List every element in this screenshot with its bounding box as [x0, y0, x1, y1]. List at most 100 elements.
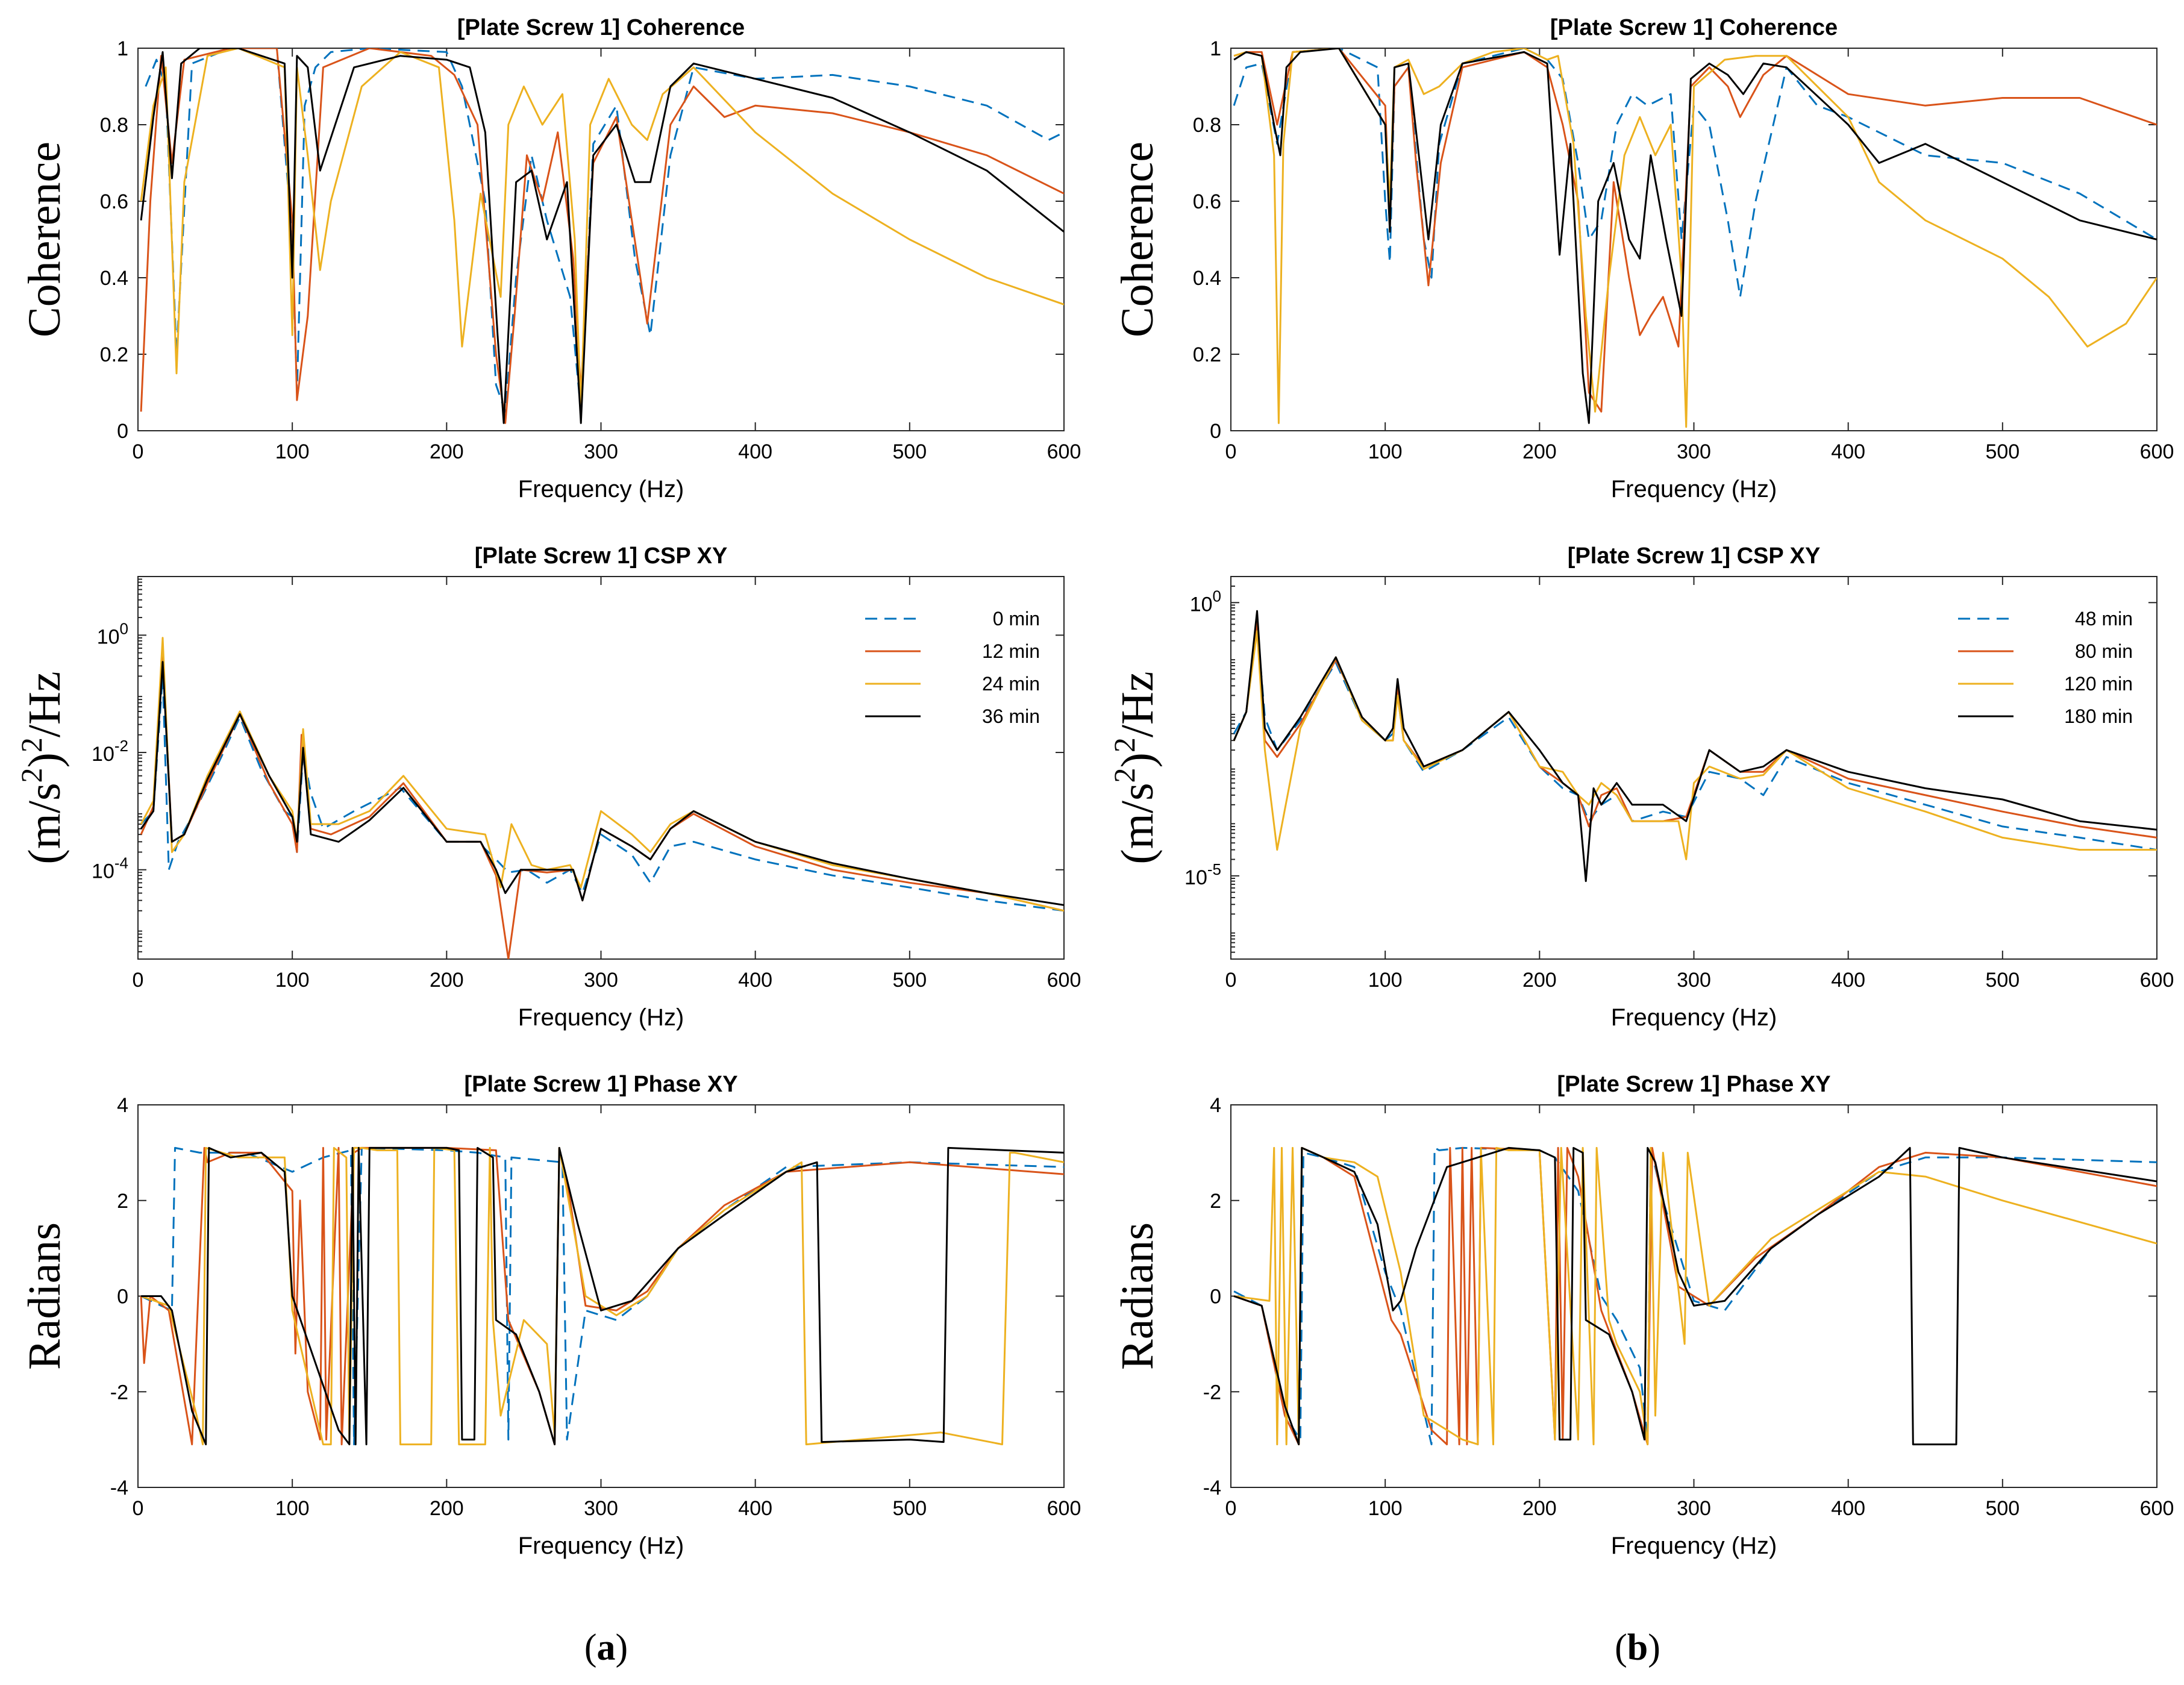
series-line-0-min	[145, 48, 1064, 413]
series-line-180-min	[1233, 48, 2157, 424]
x-tick-label: 600	[1047, 1497, 1081, 1520]
legend-label: 80 min	[2075, 640, 2133, 662]
x-tick-label: 300	[584, 1497, 618, 1520]
caption-a: (a)	[584, 1627, 628, 1668]
y-tick-label: 0.2	[1193, 343, 1221, 366]
x-axis-label: Frequency (Hz)	[518, 1004, 684, 1031]
x-tick-label: 400	[1831, 1497, 1865, 1520]
series-group	[140, 1146, 1064, 1446]
chart-b-coh: [Plate Screw 1] Coherence 0 100 200 300 400 50…	[1112, 15, 2174, 502]
x-tick-label: 0	[1225, 440, 1237, 463]
caption-b: (b)	[1615, 1627, 1660, 1668]
x-tick-label: 300	[1677, 1497, 1711, 1520]
y-tick-label: -4	[1203, 1477, 1221, 1499]
y-tick-label: 2	[1210, 1190, 1221, 1213]
x-tick-label: 100	[275, 969, 310, 992]
series-group	[140, 637, 1064, 959]
x-tick-label: 500	[892, 440, 927, 463]
x-axis-label: Frequency (Hz)	[518, 476, 684, 502]
y-tick-label: 0.4	[1193, 267, 1221, 290]
y-tick-label: 0.4	[100, 267, 128, 290]
x-tick-label: 500	[1985, 440, 2020, 463]
x-tick-label: 200	[1522, 440, 1557, 463]
y-tick-label: 0.8	[100, 114, 128, 137]
y-tick-label: 10-4	[92, 854, 128, 883]
x-tick-label: 300	[1677, 969, 1711, 992]
legend: 48 min 80 min 120 min 180 min	[1958, 608, 2133, 727]
x-tick-label: 0	[1225, 969, 1237, 992]
x-tick-label: 100	[1368, 440, 1403, 463]
series-line-0-min	[140, 675, 1064, 912]
y-tick-label: 0	[1210, 420, 1221, 443]
y-tick-label: 0	[117, 420, 128, 443]
x-tick-label: 300	[584, 440, 618, 463]
y-tick-label: -2	[1203, 1381, 1221, 1404]
x-tick-label: 600	[1047, 440, 1081, 463]
legend: 0 min 12 min 24 min 36 min	[865, 608, 1040, 727]
plot-frame	[137, 48, 1065, 431]
x-tick-label: 600	[2140, 440, 2174, 463]
x-tick-label: 300	[1677, 440, 1711, 463]
x-axis-label: Frequency (Hz)	[1611, 476, 1777, 502]
y-tick-label: 4	[117, 1094, 128, 1117]
x-tick-label: 400	[1831, 969, 1865, 992]
x-tick-label: 100	[1368, 969, 1403, 992]
series-group	[1233, 48, 2157, 428]
x-tick-label: 400	[738, 1497, 772, 1520]
chart-title: [Plate Screw 1] CSP XY	[1568, 543, 1821, 569]
y-axis-label: (m/s2)2/Hz	[14, 671, 70, 864]
x-tick-label: 0	[133, 1497, 144, 1520]
legend-label: 48 min	[2075, 608, 2133, 630]
y-tick-label: 10-2	[92, 737, 128, 766]
chart-a-coh: [Plate Screw 1] Coherence 0 100 200 300 400 50…	[19, 15, 1081, 502]
x-tick-label: 400	[1831, 440, 1865, 463]
series-line-24-min	[140, 637, 1064, 912]
y-tick-label: 4	[1210, 1094, 1221, 1117]
legend-label: 180 min	[2064, 705, 2133, 727]
plot-frame	[1230, 576, 2157, 960]
y-tick-label: 100	[97, 619, 128, 648]
x-tick-label: 100	[275, 1497, 310, 1520]
series-line-12-min	[140, 48, 1064, 424]
y-axis-label: Coherence	[1112, 142, 1163, 337]
series-line-36-min	[141, 1146, 1064, 1446]
x-tick-label: 0	[1225, 1497, 1237, 1520]
x-tick-label: 600	[1047, 969, 1081, 992]
y-tick-label: 0.6	[100, 190, 128, 213]
chart-a-phase: [Plate Screw 1] Phase XY 0 100 200 300 400 500…	[19, 1072, 1081, 1559]
y-axis-label: Coherence	[19, 142, 70, 337]
y-tick-label: 0.6	[1193, 190, 1221, 213]
x-tick-label: 500	[1985, 1497, 2020, 1520]
series-line-80-min	[1233, 48, 2157, 413]
series-group	[140, 48, 1064, 424]
series-line-36-min	[140, 48, 1064, 424]
x-tick-label: 100	[275, 440, 310, 463]
y-tick-label: 0.8	[1193, 114, 1221, 137]
y-tick-label: 2	[117, 1190, 128, 1213]
chart-title: [Plate Screw 1] Phase XY	[1557, 1072, 1830, 1097]
y-axis-label: Radians	[1112, 1222, 1163, 1370]
y-tick-label: 0.2	[100, 343, 128, 366]
series-line-24-min	[140, 48, 1064, 413]
series-line-180-min	[1233, 1146, 2157, 1446]
x-tick-label: 200	[1522, 969, 1557, 992]
x-axis-label: Frequency (Hz)	[1611, 1533, 1777, 1559]
x-tick-label: 0	[133, 440, 144, 463]
y-tick-label: 10-5	[1184, 860, 1221, 889]
legend-label: 0 min	[993, 608, 1040, 630]
series-group	[1233, 610, 2157, 883]
y-tick-label: 1	[117, 37, 128, 60]
x-tick-label: 400	[738, 440, 772, 463]
y-axis-label: (m/s2)2/Hz	[1107, 671, 1163, 864]
x-tick-label: 500	[892, 969, 927, 992]
x-tick-label: 200	[1522, 1497, 1557, 1520]
x-tick-label: 500	[1985, 969, 2020, 992]
chart-a-csp: [Plate Screw 1] CSP XY 0 100 200 300 400 500 60…	[14, 543, 1081, 1031]
y-tick-label: 1	[1210, 37, 1221, 60]
x-tick-label: 0	[133, 969, 144, 992]
x-tick-label: 200	[430, 969, 464, 992]
x-tick-label: 100	[1368, 1497, 1403, 1520]
series-line-36-min	[140, 661, 1064, 906]
legend-label: 120 min	[2064, 673, 2133, 695]
